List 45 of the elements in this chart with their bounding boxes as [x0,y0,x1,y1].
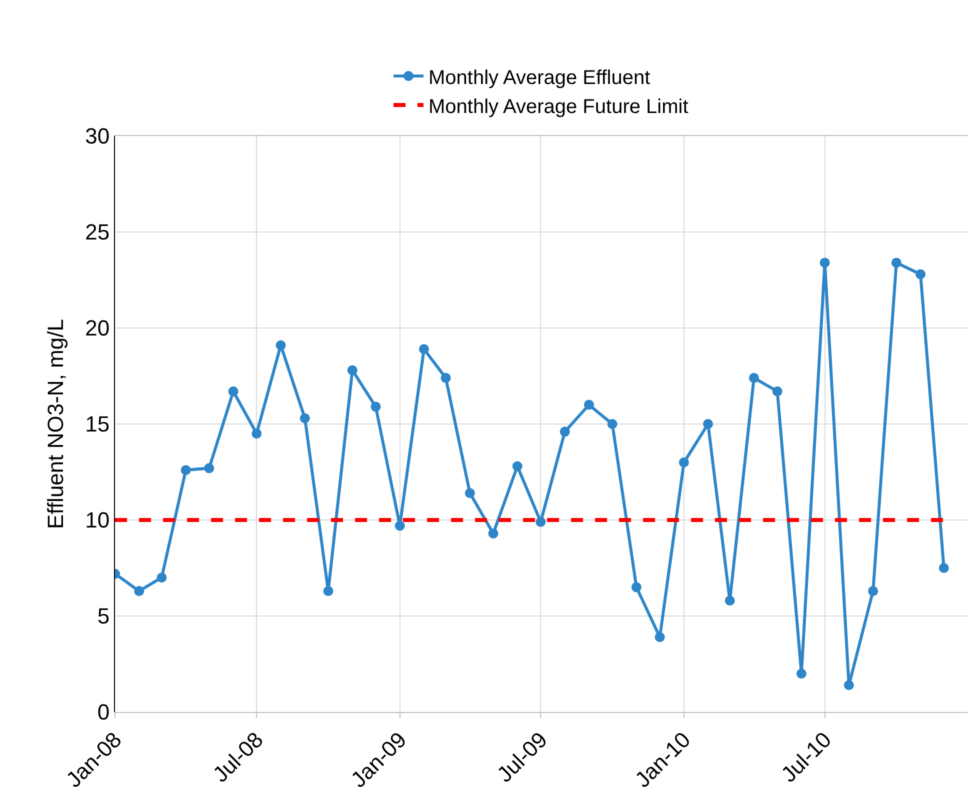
point [204,463,214,474]
point [868,586,878,596]
point [703,419,714,429]
y-tick-label: 25 [85,220,110,245]
y-tick-label: 0 [97,700,110,725]
point [820,258,830,268]
point [228,386,238,396]
point [772,386,782,396]
y-tick-label: 30 [85,124,110,149]
y-tick-label: 10 [85,508,110,533]
point [607,419,618,429]
point [678,457,689,468]
point [748,372,759,383]
point [724,596,735,606]
point [488,528,498,538]
legend-label: Monthly Average Effluent [428,66,651,89]
point [323,586,334,596]
point [631,582,642,592]
point [916,269,926,280]
point [180,465,191,476]
y-tick-label: 5 [97,604,110,629]
y-axis-title: Effluent NO3-N, mg/L [42,319,68,529]
point [536,516,546,527]
point [134,586,144,596]
point [418,344,429,354]
point [156,572,167,583]
point [347,365,358,376]
point [394,520,405,531]
point [276,340,286,350]
point [252,428,262,439]
point [891,258,902,268]
point [796,668,806,679]
y-tick-label: 20 [85,316,110,341]
point [464,488,475,498]
point [584,400,594,410]
y-tick-label: 15 [85,412,110,437]
point [440,372,451,383]
point [654,632,665,642]
point [370,402,381,412]
point [844,680,854,690]
point [512,461,522,472]
legend-label: Monthly Average Future Limit [428,96,689,118]
point [300,413,310,424]
point [560,426,570,437]
point [938,563,949,573]
